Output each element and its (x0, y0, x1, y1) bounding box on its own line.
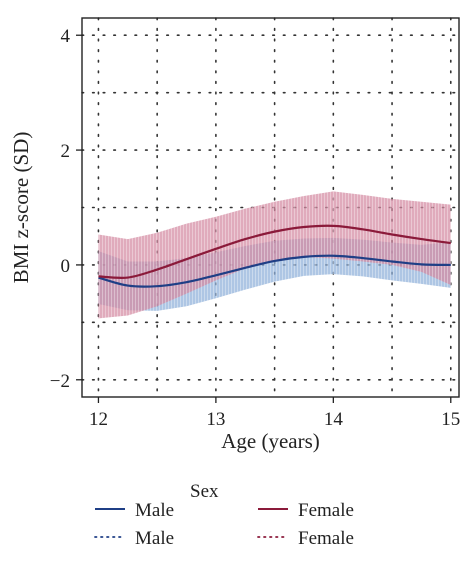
y-tick-label: 4 (61, 26, 71, 47)
legend: Sex Male Male Female Female (94, 481, 354, 549)
legend-label-female: Female (298, 500, 354, 521)
x-tick-label: 14 (324, 409, 344, 430)
y-tick-label: 2 (61, 141, 71, 162)
x-tick-label: 15 (441, 409, 460, 430)
y-tick-label: −2 (50, 371, 70, 392)
legend-title: Sex (190, 481, 219, 502)
axis-ticks: 12 13 14 15 −2 0 2 4 (50, 26, 460, 430)
line-female (98, 224, 451, 279)
legend-label-male: Male (135, 500, 174, 521)
y-tick-label: 0 (61, 256, 71, 277)
plot-frame (81, 17, 460, 398)
legend-label-male: Male (135, 528, 174, 549)
series-lines (98, 224, 451, 288)
x-axis-title: Age (years) (221, 429, 320, 453)
ci-band-female (98, 191, 451, 319)
confidence-bands (98, 191, 451, 319)
legend-label-female: Female (298, 528, 354, 549)
x-tick-label: 12 (89, 409, 108, 430)
line-male (98, 254, 451, 288)
x-tick-label: 13 (206, 409, 225, 430)
y-axis-title: BMI z-score (SD) (9, 132, 33, 284)
